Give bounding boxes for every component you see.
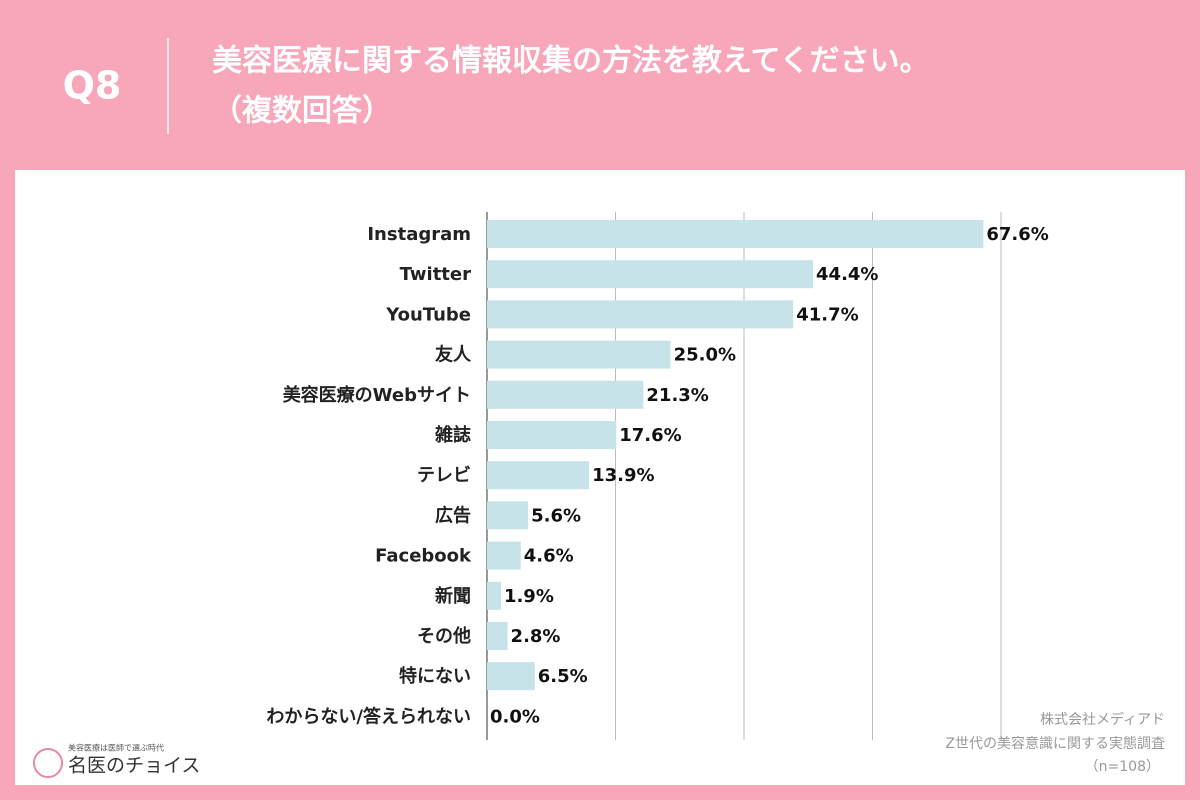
chart-subtitle: （複数回答）: [212, 94, 392, 129]
value-label: 67.6%: [986, 224, 1048, 245]
value-label: 25.0%: [674, 345, 736, 366]
value-label: 5.6%: [531, 505, 581, 526]
bar: [487, 461, 590, 490]
category-label: 新聞: [435, 585, 471, 607]
source: Z世代の美容意識に関する実態調査: [945, 735, 1165, 752]
category-label: 雑誌: [434, 424, 471, 446]
value-label: 44.4%: [816, 264, 878, 285]
category-label: YouTube: [385, 304, 471, 325]
bar: [487, 662, 535, 691]
category-label: その他: [417, 625, 471, 647]
source: 株式会社メディアド: [1040, 711, 1165, 728]
value-label: 13.9%: [592, 465, 654, 486]
plot: Instagram Twitter YouTube 友人美容医療のWebサイト雑誌テレ…: [266, 212, 1049, 740]
category-label: テレビ: [417, 465, 471, 486]
logo-icon: [33, 748, 63, 778]
category-label: わからない/答えられない: [266, 705, 471, 727]
source: （n=108）: [1085, 759, 1160, 775]
bar: [487, 622, 508, 650]
value-label: 2.8%: [511, 626, 561, 647]
chart-title: 美容医療に関する情報収集の方法を教えてください。: [212, 44, 930, 79]
bar: [487, 340, 671, 369]
logo-tagline: 美容医療は医師で選ぶ時代: [68, 743, 164, 753]
value-label: 6.5%: [538, 666, 588, 687]
value-label: 21.3%: [646, 385, 708, 406]
category-label: Instagram: [367, 224, 471, 245]
category-label: 友人: [435, 344, 472, 366]
value-label: 1.9%: [504, 586, 554, 607]
bar: [487, 220, 984, 248]
bar: [487, 541, 521, 570]
value-label: 0.0%: [490, 706, 540, 727]
category-label: 広告: [435, 504, 471, 526]
logo-name: 名医のチョイス: [68, 755, 200, 777]
value-label: 17.6%: [619, 425, 681, 446]
question-number: Q8: [63, 64, 122, 108]
bar: [487, 380, 644, 409]
value-label: 4.6%: [524, 546, 574, 567]
category-label: Facebook: [375, 546, 472, 567]
bar: [487, 581, 501, 610]
category-label: 特にない: [399, 665, 471, 687]
category-label: 美容医療のWebサイト: [283, 384, 471, 406]
value-label: 41.7%: [796, 304, 858, 325]
bar: [487, 501, 529, 530]
category-label: Twitter: [400, 264, 472, 285]
bar: [487, 260, 814, 289]
bar: [487, 300, 794, 329]
bar: [487, 421, 617, 449]
